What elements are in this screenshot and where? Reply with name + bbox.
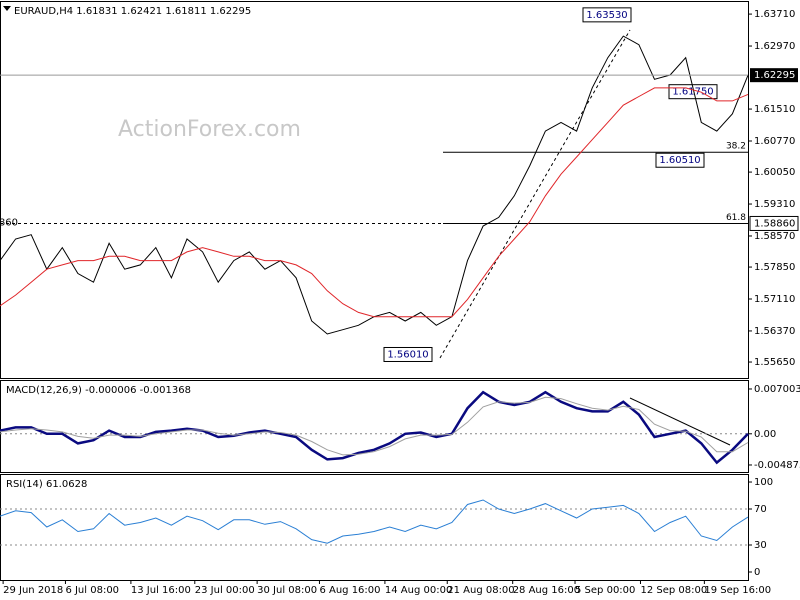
x-tick-label: 21 Aug 08:00 [447, 585, 514, 596]
series-line [0, 396, 749, 456]
y-tick-label: 70 [754, 504, 767, 515]
y-tick-label: 1.58570 [754, 231, 795, 242]
x-tick-label: 6 Aug 16:00 [319, 585, 380, 596]
series-line [0, 499, 749, 544]
x-tick-label: 12 Sep 08:00 [640, 585, 707, 596]
menu-arrow [3, 6, 11, 11]
rsi-title: RSI(14) 61.0628 [6, 479, 87, 490]
series-line [0, 390, 749, 465]
y-tick-label: 0 [754, 567, 760, 578]
annotation-label: 1.60510 [659, 155, 700, 166]
y-tick-label: 0.00 [754, 429, 776, 440]
y-tick-label: 1.63710 [754, 9, 795, 20]
x-tick-label: 30 Jul 08:00 [257, 585, 317, 596]
x-tick-label: 6 Jul 08:00 [65, 585, 119, 596]
level-label: 1.58860 [754, 218, 795, 229]
current-price-box [750, 68, 798, 83]
y-tick-label: 1.55650 [754, 357, 795, 368]
annotation-label: 1.61750 [672, 87, 713, 98]
y-tick-label: 1.60050 [754, 167, 795, 178]
rsi-panel [0, 474, 749, 581]
x-tick-label: 13 Jul 16:00 [131, 585, 191, 596]
annotation-box [582, 7, 632, 23]
y-tick-label: 1.62970 [754, 41, 795, 52]
y-tick-label: 1.57850 [754, 262, 795, 273]
annotation-label: 1.56010 [387, 349, 428, 360]
level-label-left: 1.58860 [0, 217, 18, 228]
x-tick-label: 29 Jun 2018 [3, 585, 63, 596]
y-tick-label: -0.004873 [754, 460, 800, 471]
y-tick-label: 1.60770 [754, 136, 795, 147]
macd-title: MACD(12,26,9) -0.000006 -0.001368 [6, 385, 191, 396]
fibo-ratio: 38.2 [726, 142, 746, 152]
price-title: EURAUD,H4 1.61831 1.62421 1.61811 1.6229… [14, 6, 251, 17]
y-tick-label: 30 [754, 540, 767, 551]
macd-panel [0, 380, 749, 473]
macd-trend-line [629, 397, 731, 446]
y-tick-label: 1.59310 [754, 199, 795, 210]
current-price-label: 1.62295 [754, 70, 795, 81]
y-tick-label: 1.61510 [754, 104, 795, 115]
annotation-box [655, 152, 705, 168]
price-panel [0, 1, 749, 379]
level-box [749, 215, 799, 231]
series-line [0, 87, 749, 318]
x-tick-label: 23 Jul 00:00 [195, 585, 255, 596]
annotation-box [383, 346, 433, 362]
x-tick-label: 14 Aug 00:00 [385, 585, 452, 596]
x-tick-label: 5 Sep 00:00 [575, 585, 635, 596]
annotation-label: 1.63530 [586, 10, 627, 21]
watermark: ActionForex.com [118, 117, 301, 142]
y-tick-label: 1.56370 [754, 326, 795, 337]
x-tick-label: 28 Aug 16:00 [513, 585, 580, 596]
y-tick-label: 1.57110 [754, 294, 795, 305]
y-tick-label: 100 [754, 477, 773, 488]
y-tick-label: 0.007003 [754, 384, 800, 395]
x-tick-label: 19 Sep 16:00 [704, 585, 771, 596]
fibo-ratio: 61.8 [726, 213, 746, 223]
